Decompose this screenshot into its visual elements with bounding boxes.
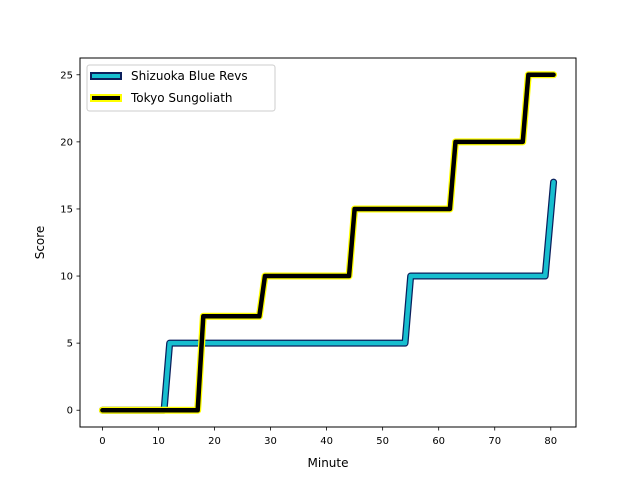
legend: Shizuoka Blue Revs Tokyo Sungoliath [86,64,276,112]
x-tick-label: 10 [152,436,165,447]
legend-swatch [90,94,122,102]
legend-swatch [90,72,122,80]
y-axis-ticks: 0 5 10 15 20 25 [60,70,80,417]
y-tick-label: 20 [60,137,73,148]
x-tick-label: 80 [544,436,557,447]
x-tick-label: 60 [432,436,445,447]
x-tick-label: 70 [488,436,501,447]
y-tick-label: 15 [60,204,73,215]
legend-label: Shizuoka Blue Revs [131,69,248,83]
x-tick-label: 30 [264,436,277,447]
x-axis-label: Minute [308,456,349,470]
legend-label: Tokyo Sungoliath [130,91,233,105]
series-line-0 [98,178,558,414]
x-tick-label: 50 [376,436,389,447]
legend-frame [86,64,276,112]
legend-item-1: Tokyo Sungoliath [90,91,233,105]
legend-item-0: Shizuoka Blue Revs [90,69,248,83]
series-line-1 [98,71,558,414]
series-line-edge-0 [98,178,558,414]
y-axis-label: Score [33,226,47,260]
y-tick-label: 0 [67,406,73,417]
series-layer [98,71,558,414]
plot-frame [79,57,577,428]
series-line-fill-1 [100,72,556,413]
x-axis-ticks: 0 10 20 30 40 50 60 70 80 [99,427,557,447]
x-tick-label: 40 [320,436,333,447]
y-tick-label: 10 [60,272,73,283]
y-tick-label: 5 [67,339,73,350]
y-tick-label: 25 [60,70,73,81]
x-tick-label: 20 [208,436,221,447]
x-tick-label: 0 [99,436,105,447]
